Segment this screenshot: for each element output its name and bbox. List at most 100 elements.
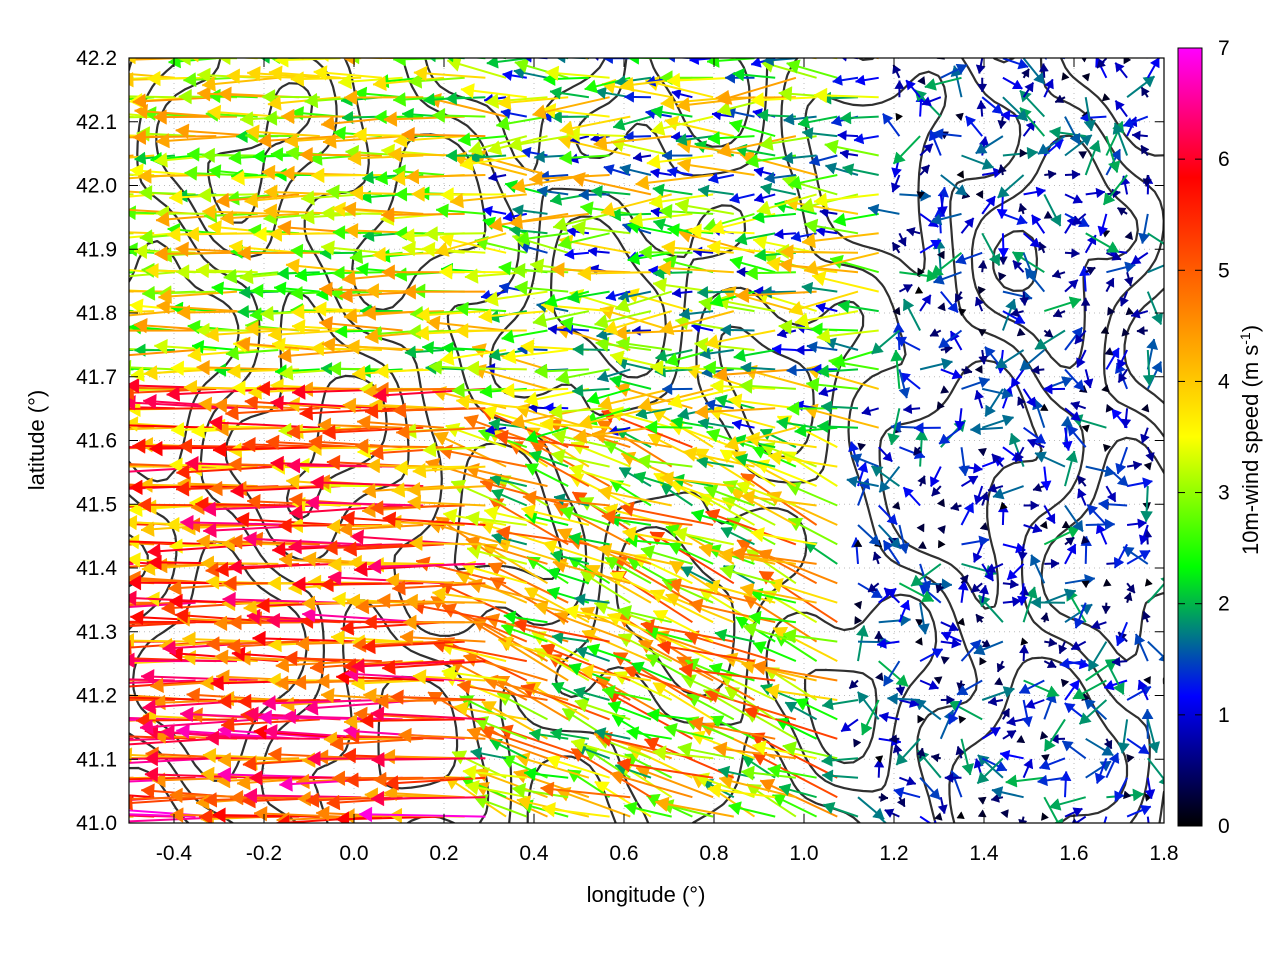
wind-arrow — [181, 631, 258, 648]
wind-arrow — [612, 115, 652, 131]
wind-arrow — [397, 727, 486, 744]
wind-arrow — [307, 750, 424, 767]
wind-arrow — [532, 310, 590, 328]
wind-arrow — [1070, 401, 1087, 411]
wind-arrow — [666, 166, 693, 178]
wind-arrow — [997, 174, 1025, 199]
wind-arrow — [919, 777, 941, 800]
wind-arrow — [144, 750, 258, 767]
wind-arrow — [129, 407, 217, 410]
wind-arrow — [676, 96, 755, 113]
wind-arrow — [1005, 774, 1045, 788]
wind-arrow — [954, 291, 964, 303]
wind-arrow — [217, 752, 300, 768]
y-tick-label: 41.6 — [76, 430, 117, 453]
wind-arrow — [940, 631, 962, 643]
wind-arrow — [1044, 169, 1057, 180]
wind-arrow — [1016, 734, 1026, 744]
wind-arrow — [129, 522, 155, 526]
wind-arrow — [807, 58, 817, 60]
wind-arrow — [291, 319, 362, 335]
wind-arrow — [940, 290, 959, 314]
wind-arrow — [713, 366, 796, 383]
wind-arrow — [514, 280, 569, 296]
wind-vectors — [129, 58, 1164, 823]
wind-arrow — [854, 615, 863, 625]
wind-arrow — [743, 705, 838, 740]
wind-arrow — [544, 290, 590, 308]
wind-arrow — [421, 241, 486, 258]
wind-arrow — [153, 338, 217, 355]
x-tick-label: 1.4 — [969, 842, 999, 865]
wind-arrow — [455, 394, 527, 410]
colorbar-title-superscript: -1 — [1237, 332, 1253, 345]
wind-arrow — [431, 586, 507, 604]
wind-arrow — [494, 429, 590, 449]
wind-arrow — [594, 58, 610, 62]
wind-arrow — [878, 614, 912, 627]
y-tick-label: 41.9 — [76, 238, 117, 261]
wind-arrow — [228, 533, 320, 550]
wind-arrow — [1114, 777, 1128, 802]
wind-arrow — [1105, 135, 1121, 173]
wind-arrow — [1105, 403, 1114, 413]
wind-arrow — [239, 268, 300, 285]
wind-arrow — [876, 638, 900, 649]
wind-arrow — [270, 58, 320, 65]
wind-arrow — [570, 737, 631, 760]
wind-arrow — [1126, 75, 1156, 98]
wind-arrow — [806, 341, 838, 354]
wind-arrow — [899, 776, 917, 786]
wind-arrow — [877, 524, 902, 550]
wind-arrow — [955, 745, 965, 759]
wind-arrow — [361, 638, 465, 655]
wind-arrow — [861, 405, 879, 416]
wind-arrow — [815, 302, 838, 314]
wind-arrow — [1044, 637, 1058, 648]
wind-arrow — [708, 662, 755, 682]
wind-arrow — [960, 475, 979, 487]
wind-arrow — [753, 192, 776, 204]
wind-arrow — [1010, 368, 1025, 388]
wind-arrow — [998, 272, 1007, 282]
wind-arrow — [649, 359, 714, 376]
wind-arrow — [776, 416, 817, 430]
wind-arrow — [310, 340, 382, 357]
wind-arrow — [367, 558, 486, 575]
wind-arrow — [979, 522, 989, 531]
wind-arrow — [601, 684, 652, 701]
wind-arrow — [902, 486, 921, 507]
wind-arrow — [917, 540, 927, 549]
wind-arrow — [992, 485, 1024, 500]
wind-arrow — [705, 579, 776, 604]
wind-arrow — [488, 212, 569, 233]
wind-arrow — [677, 742, 734, 760]
wind-arrow — [179, 514, 300, 531]
wind-arrow — [977, 796, 987, 805]
wind-arrow — [688, 58, 714, 66]
wind-arrow — [617, 290, 652, 303]
wind-arrow — [137, 168, 217, 184]
wind-arrow — [1039, 757, 1066, 771]
wind-arrow — [1081, 73, 1090, 82]
wind-arrow — [930, 252, 963, 278]
wind-arrow — [1137, 679, 1149, 701]
wind-arrow — [699, 347, 734, 360]
wind-arrow — [936, 401, 945, 410]
wind-arrow — [1147, 640, 1164, 662]
wind-arrow — [501, 329, 548, 344]
wind-arrow — [916, 191, 925, 200]
wind-arrow — [129, 718, 134, 721]
wind-arrow — [955, 112, 964, 122]
wind-arrow — [882, 539, 901, 565]
y-tick-label: 41.5 — [76, 493, 117, 516]
wind-arrow — [205, 574, 279, 590]
wind-arrow — [1121, 327, 1130, 337]
wind-arrow — [632, 151, 652, 163]
wind-arrow — [449, 192, 527, 209]
wind-arrow — [1040, 754, 1050, 763]
wind-arrow — [489, 473, 528, 488]
wind-arrow — [1043, 796, 1063, 823]
wind-arrow — [1064, 116, 1081, 145]
wind-arrow — [1094, 757, 1108, 784]
